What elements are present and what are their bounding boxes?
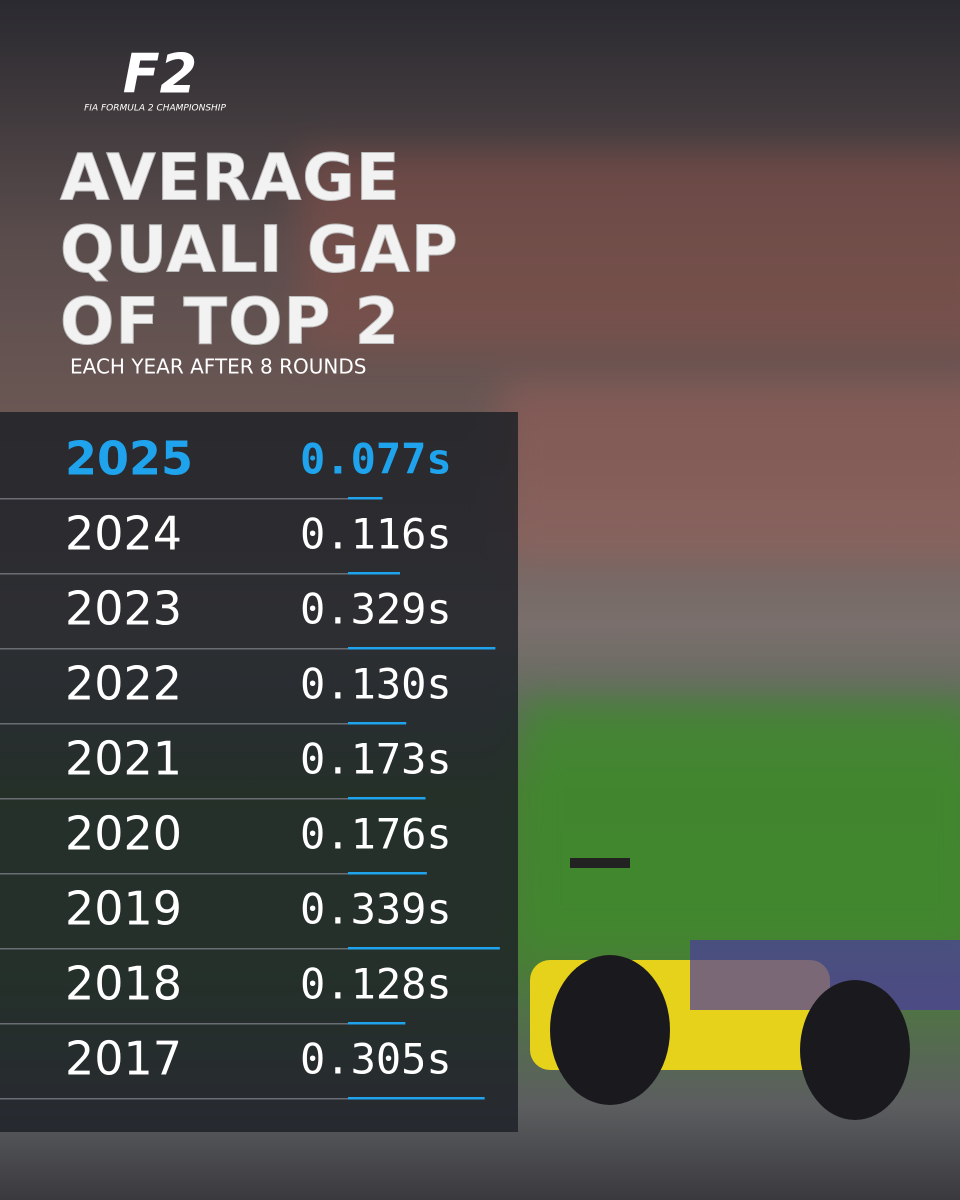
bar [348, 647, 496, 650]
year-label: 2017 [65, 1032, 182, 1086]
value-label: 0.077s [300, 435, 452, 484]
logo: F2 [123, 43, 197, 106]
bar [348, 797, 426, 800]
bar [348, 497, 383, 500]
separator [0, 648, 348, 650]
bar [348, 947, 500, 950]
separator [0, 798, 348, 800]
value-label: 0.173s [300, 735, 452, 784]
camera [570, 858, 630, 868]
value-label: 0.116s [300, 510, 452, 559]
separator [0, 1023, 348, 1025]
value-label: 0.128s [300, 960, 452, 1009]
crowd-blur [300, 150, 960, 350]
wheel [550, 955, 670, 1105]
year-label: 2020 [65, 807, 182, 861]
year-label: 2018 [65, 957, 182, 1011]
separator [0, 498, 348, 500]
value-label: 0.176s [300, 810, 452, 859]
logo-subtitle: FIA FORMULA 2 CHAMPIONSHIP [84, 104, 226, 114]
crowd-blur [500, 380, 960, 560]
separator [0, 723, 348, 725]
separator [0, 948, 348, 950]
title-line: OF TOP 2 [60, 286, 400, 360]
wheel [800, 980, 910, 1120]
grass-blur [520, 700, 960, 950]
value-label: 0.329s [300, 585, 452, 634]
year-label: 2019 [65, 882, 182, 936]
value-label: 0.130s [300, 660, 452, 709]
separator [0, 873, 348, 875]
bar [348, 572, 400, 575]
year-label: 2025 [65, 432, 193, 486]
title-line: QUALI GAP [60, 214, 459, 288]
value-label: 0.305s [300, 1035, 452, 1084]
race-car [530, 858, 960, 1120]
value-label: 0.339s [300, 885, 452, 934]
bar [348, 1097, 485, 1100]
separator [0, 1098, 348, 1100]
separator [0, 573, 348, 575]
year-label: 2023 [65, 582, 182, 636]
year-label: 2021 [65, 732, 182, 786]
year-label: 2024 [65, 507, 182, 561]
year-label: 2022 [65, 657, 182, 711]
bar [348, 1022, 406, 1025]
title-line: AVERAGE [60, 142, 401, 216]
bar [348, 722, 407, 725]
subtitle: EACH YEAR AFTER 8 ROUNDS [70, 355, 366, 379]
bar [348, 872, 427, 875]
table-panel [0, 412, 518, 1132]
